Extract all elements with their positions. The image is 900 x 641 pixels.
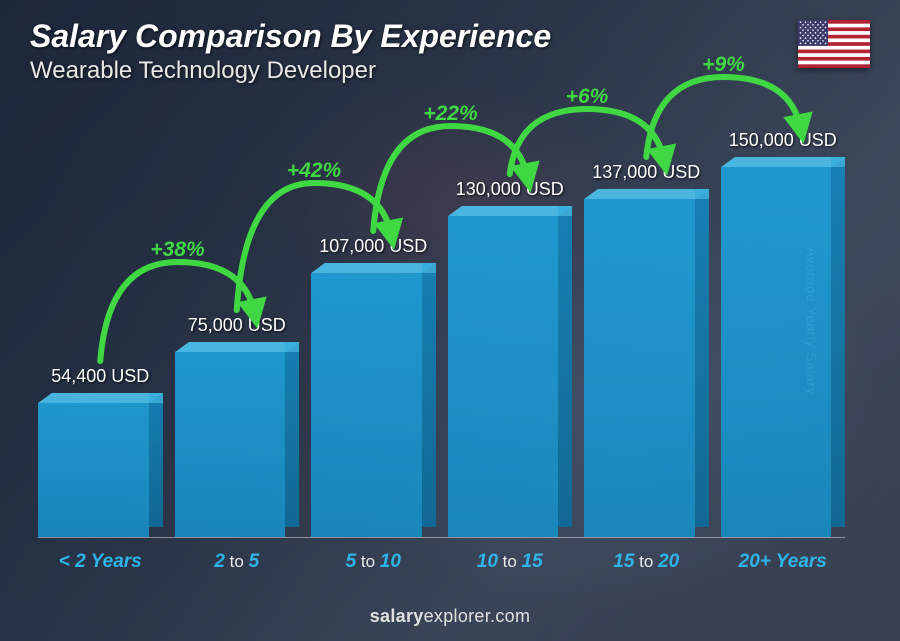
increase-pct-label: +42% xyxy=(287,159,342,182)
chart-title: Salary Comparison By Experience xyxy=(30,18,551,55)
increase-arc xyxy=(373,126,528,231)
increase-pct-label: +9% xyxy=(702,53,745,76)
footer-brand: salaryexplorer.com xyxy=(0,606,900,627)
footer-brand-rest: explorer.com xyxy=(424,606,531,626)
chart-subtitle: Wearable Technology Developer xyxy=(30,57,551,85)
increase-pct-label: +22% xyxy=(423,102,478,125)
increase-arc xyxy=(237,183,392,310)
increase-arc xyxy=(510,109,665,174)
us-flag-icon xyxy=(798,20,870,68)
chart-area: +38%+42%+22%+6%+9% 54,400 USD 75,000 USD… xyxy=(38,103,845,573)
increase-arc xyxy=(100,262,255,361)
chart-header: Salary Comparison By Experience Wearable… xyxy=(30,18,551,85)
increase-arcs: +38%+42%+22%+6%+9% xyxy=(38,103,845,573)
footer-brand-bold: salary xyxy=(370,606,424,626)
increase-pct-label: +6% xyxy=(566,85,609,108)
increase-pct-label: +38% xyxy=(150,238,205,261)
